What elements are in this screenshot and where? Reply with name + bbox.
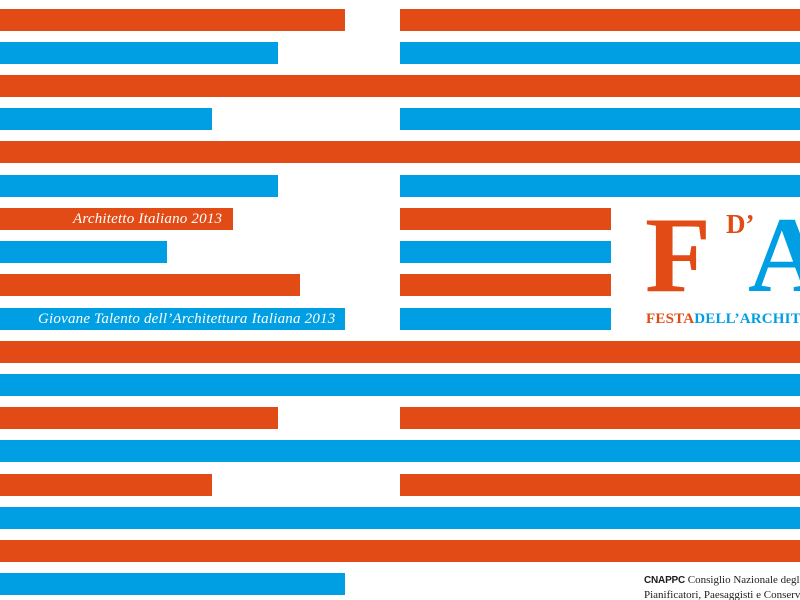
stripe-orange xyxy=(400,474,800,496)
stripe-orange xyxy=(0,9,345,31)
stripe-orange xyxy=(0,274,300,296)
stripe-blue xyxy=(400,42,800,64)
stripe-blue xyxy=(0,108,212,130)
logo-letter-f: F xyxy=(645,200,711,315)
stripe-blue xyxy=(0,241,167,263)
stripe-orange xyxy=(400,407,800,429)
stripe-blue xyxy=(400,175,800,197)
logo-subtitle: FESTADELL’ARCHITETTURA xyxy=(646,311,800,328)
stripe-orange xyxy=(0,540,800,562)
stripe-orange xyxy=(400,208,611,230)
logo-letter-d: D’ xyxy=(726,209,755,239)
cnappc-credit-line1: CNAPPC Consiglio Nazionale degli Archite… xyxy=(644,573,800,588)
stripe-blue xyxy=(400,308,611,330)
stripe-blue xyxy=(0,573,345,595)
stripe-blue xyxy=(0,374,800,396)
stripe-orange xyxy=(0,341,800,363)
stripe-orange xyxy=(0,474,212,496)
logo-subtitle-festa: FESTA xyxy=(646,311,695,327)
stripe-blue xyxy=(400,108,800,130)
award-label-young-talent: Giovane Talento dell’Architettura Italia… xyxy=(38,311,336,327)
stripe-blue xyxy=(0,175,278,197)
stripe-orange xyxy=(0,208,233,230)
stripe-orange xyxy=(0,75,800,97)
stripe-blue xyxy=(0,440,800,462)
logo-letter-a: A xyxy=(748,200,800,315)
stripe-orange xyxy=(0,407,278,429)
stripe-blue xyxy=(0,42,278,64)
stripe-blue xyxy=(400,241,611,263)
logo-subtitle-architettura: DELL’ARCHITETTURA xyxy=(694,311,800,327)
cnappc-credit: CNAPPC Consiglio Nazionale degli Archite… xyxy=(644,573,800,600)
stripe-blue xyxy=(0,507,800,529)
festa-architettura-logo: F D’ A FESTADELL’ARCHITETTURA xyxy=(616,200,800,340)
stripe-orange xyxy=(400,274,611,296)
stripe-orange xyxy=(0,141,800,163)
cnappc-name-line2: Pianificatori, Paesaggisti e Conservator… xyxy=(644,589,800,600)
cnappc-name-line1: Consiglio Nazionale degli Architetti, xyxy=(687,574,800,586)
award-label-architect: Architetto Italiano 2013 xyxy=(73,211,223,227)
stripe-orange xyxy=(400,9,800,31)
cnappc-abbreviation: CNAPPC xyxy=(644,575,686,586)
stripe-blue xyxy=(0,308,345,330)
